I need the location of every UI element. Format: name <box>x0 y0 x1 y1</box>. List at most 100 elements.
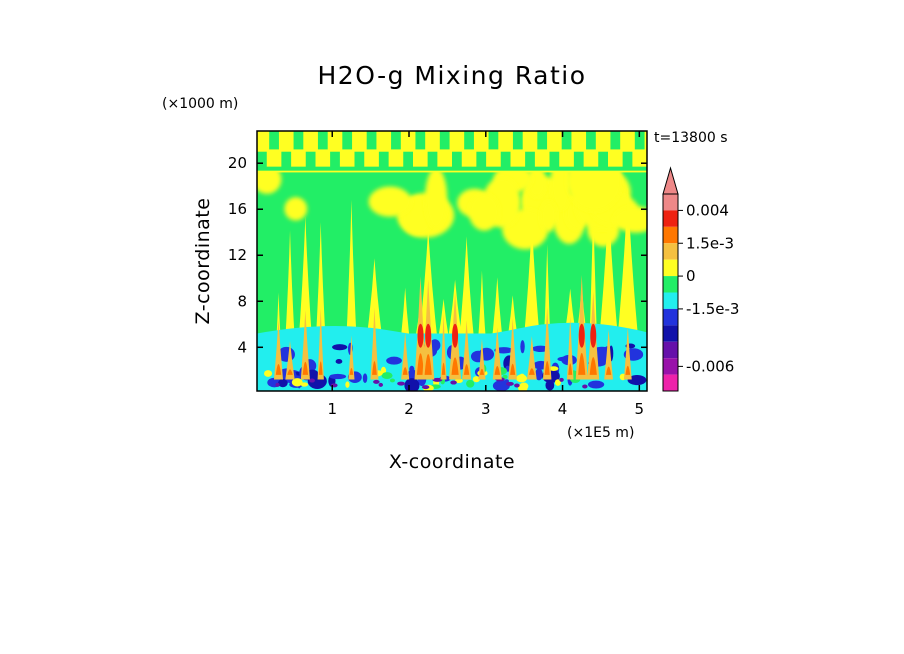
colorbar-label: 0 <box>686 267 696 285</box>
plume-inner <box>578 352 586 375</box>
y-tick-label: 16 <box>228 200 247 218</box>
plume-max <box>452 323 459 348</box>
very-dry-patch <box>373 379 380 384</box>
surface-patch <box>502 374 508 379</box>
y-tick-label: 20 <box>228 154 247 172</box>
plume-core <box>508 318 517 380</box>
stratosphere-cell <box>305 151 316 169</box>
dry-patch <box>386 356 402 365</box>
y-tick-label: 12 <box>228 246 247 264</box>
surface-patch <box>291 378 303 387</box>
stratosphere-cell <box>439 131 450 150</box>
cyan-wave <box>257 322 647 341</box>
y-tick-label: 4 <box>237 338 247 356</box>
plume-inner <box>605 366 612 375</box>
plume-core <box>566 316 574 380</box>
colorbar: 0.004 1.5e-3 0 -1.5e-3 -0.006 <box>662 166 739 392</box>
surface-patch <box>389 378 395 383</box>
plume-max <box>590 323 597 348</box>
stratosphere-cell <box>610 131 621 150</box>
time-label: t=13800 s <box>654 130 728 146</box>
stratosphere-cell <box>622 151 633 169</box>
stratosphere-cell <box>512 131 523 150</box>
colorbar-bin-pink <box>663 194 678 211</box>
plume-contours <box>273 275 632 380</box>
dry-patch <box>335 358 343 364</box>
plume-max <box>417 323 424 348</box>
very-dry-patch <box>378 382 383 387</box>
yellow-blob <box>284 197 308 221</box>
dry-patch <box>409 365 415 373</box>
plume-inner <box>402 367 408 375</box>
stratosphere-cell <box>537 131 548 150</box>
colorbar-label: -0.006 <box>686 357 734 375</box>
contour-field <box>257 131 647 391</box>
yellow-blob <box>368 186 412 217</box>
stratosphere-band <box>257 131 647 173</box>
stratosphere-cell <box>549 151 560 169</box>
very-dry-patch <box>432 377 443 382</box>
plume-core <box>440 314 447 380</box>
very-dry-patch <box>275 382 280 387</box>
stratosphere-stripe <box>257 166 647 171</box>
plume-core <box>317 308 324 380</box>
colorbar-bin-orange <box>663 226 678 244</box>
plume-core <box>273 319 284 380</box>
x-scale-label: (×1E5 m) <box>567 425 634 441</box>
plume-inner <box>494 366 501 375</box>
x-tick-label: 1 <box>327 400 337 418</box>
colorbar-bin-violet <box>663 358 678 375</box>
plume-inner <box>625 365 631 375</box>
very-dry-patch <box>397 381 405 386</box>
colorbar-arrow <box>662 166 679 195</box>
very-dry-patch <box>450 380 457 385</box>
plume-inner <box>568 363 573 375</box>
colorbar-bin-orange_light <box>663 243 678 260</box>
plume-inner <box>275 364 282 375</box>
x-tick-label: 2 <box>404 400 414 418</box>
surface-patch <box>454 378 463 383</box>
stratosphere-cell <box>391 131 401 150</box>
colorbar-bin-cyan <box>663 292 678 309</box>
y-axis-label: Z-coordinate <box>192 198 214 325</box>
surface-patch <box>472 376 480 383</box>
plume-core <box>401 331 410 380</box>
y-scale-label: (×1000 m) <box>162 96 238 112</box>
dry-patch <box>535 368 543 381</box>
plot-frame <box>256 130 648 392</box>
dry-patch <box>587 380 605 389</box>
stratosphere-cell <box>452 151 462 169</box>
stratosphere-cell <box>476 151 487 169</box>
plume-max <box>425 323 432 348</box>
surface-patch <box>381 372 393 380</box>
dry-patch <box>404 378 420 391</box>
plume-inner <box>510 363 516 375</box>
very-dry-patch <box>514 383 520 388</box>
surface-patch <box>519 373 525 381</box>
plume-inner <box>424 353 432 375</box>
plume-inner <box>451 357 459 375</box>
plume-core <box>623 326 632 380</box>
colorbar-label: -1.5e-3 <box>686 300 739 318</box>
plume-core <box>348 335 355 380</box>
plume-inner <box>302 361 309 375</box>
x-axis: 1 2 3 4 5 <box>327 131 644 418</box>
stratosphere-cell <box>269 131 279 150</box>
yellow-blob <box>468 193 500 231</box>
stratosphere-cell <box>330 151 340 169</box>
stratosphere-cell <box>561 131 572 150</box>
stratosphere-cell <box>257 151 267 169</box>
colorbar-bin-blue <box>663 308 678 326</box>
plume-inner <box>416 353 425 375</box>
plume-inner <box>349 367 354 375</box>
stratosphere-cell <box>464 131 474 150</box>
stratosphere-cell <box>281 151 292 169</box>
stratosphere-cell <box>598 151 608 169</box>
x-tick-label: 4 <box>558 400 568 418</box>
colorbar-bin-magenta <box>663 374 678 391</box>
colorbar-label: 0.004 <box>686 201 729 219</box>
stratosphere-cell <box>342 131 353 150</box>
very-dry-patch <box>309 378 315 383</box>
dry-patch <box>627 375 647 386</box>
plume-core <box>300 310 310 380</box>
